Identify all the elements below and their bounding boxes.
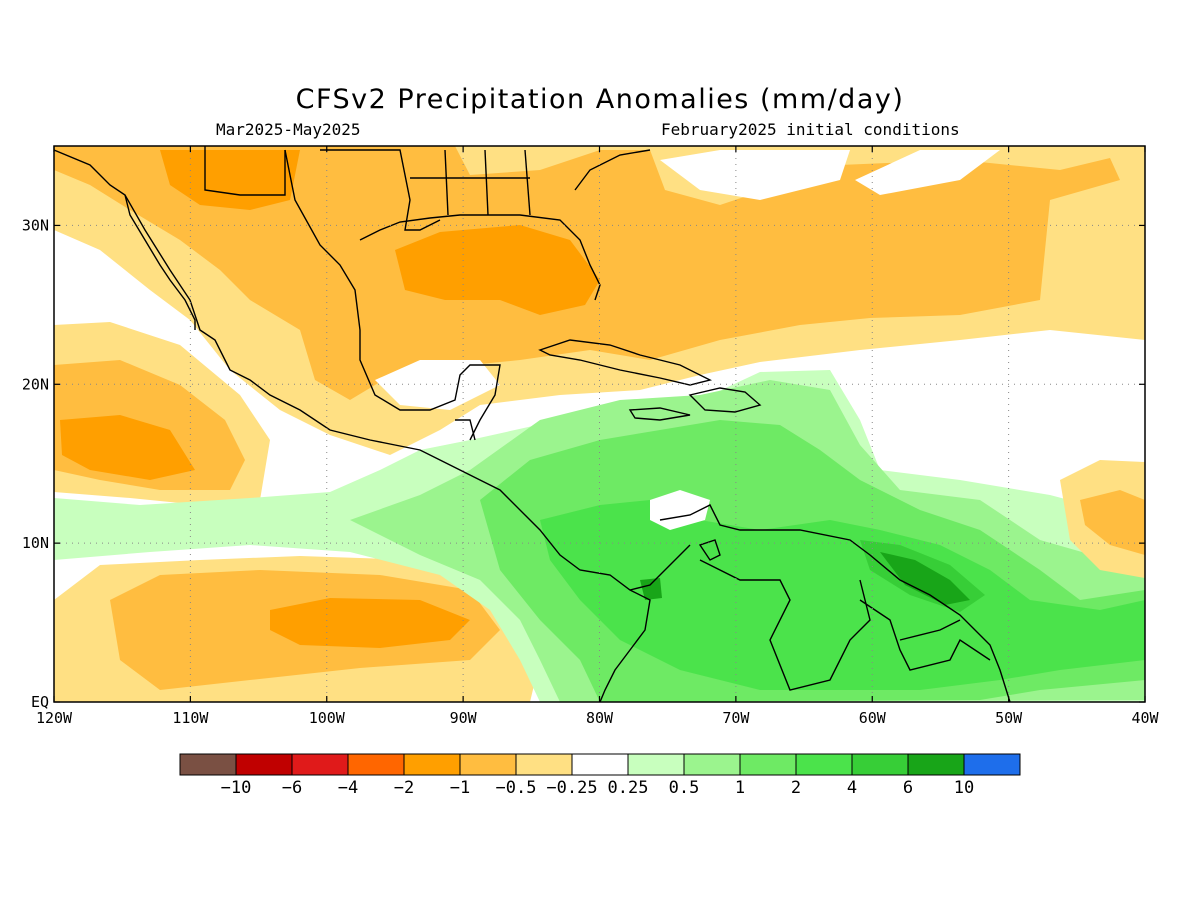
near-normal-atlantic xyxy=(660,150,850,200)
colorbar-label: −2 xyxy=(394,778,414,798)
near-normal-atlantic-2 xyxy=(855,150,1000,195)
longitude-axis: 120W 110W 100W 90W 80W 70W 60W 50W 40W xyxy=(36,146,1160,727)
colorbar-swatch xyxy=(739,753,797,776)
colorbar-swatch xyxy=(571,753,629,776)
colorbar-swatch xyxy=(347,753,405,776)
colorbar-label: 2 xyxy=(791,778,801,798)
colorbar-swatch xyxy=(291,753,349,776)
lon-tick-label: 90W xyxy=(450,709,478,727)
lat-tick-label: 20N xyxy=(22,375,49,393)
near-normal-caribbean-coast xyxy=(650,490,710,530)
lon-tick-label: 70W xyxy=(722,709,750,727)
wet-region-2-4mm xyxy=(540,500,1145,690)
colorbar-label: −0.5 xyxy=(496,778,537,798)
colorbar-label: 1 xyxy=(735,778,745,798)
lon-tick-label: 60W xyxy=(859,709,887,727)
colorbar-swatch xyxy=(627,753,685,776)
near-normal-gulf-yucatan xyxy=(375,360,500,410)
lon-tick-label: 100W xyxy=(309,709,346,727)
colorbar-label: −0.25 xyxy=(546,778,597,798)
wet-region-6-10mm xyxy=(880,552,970,605)
colorbar-label: −4 xyxy=(338,778,358,798)
lat-tick-label: EQ xyxy=(31,693,49,711)
colorbar-label: −1 xyxy=(450,778,470,798)
lon-tick-label: 120W xyxy=(36,709,73,727)
lon-tick-label: 80W xyxy=(586,709,614,727)
colorbar-label: 4 xyxy=(847,778,857,798)
colorbar-label: 6 xyxy=(903,778,913,798)
colorbar-label: −10 xyxy=(221,778,252,798)
initial-conditions: February2025 initial conditions xyxy=(661,120,960,139)
colorbar-swatch xyxy=(683,753,741,776)
dry-region-far-east-orange xyxy=(1080,490,1145,555)
colorbar-label: 0.5 xyxy=(669,778,700,798)
lon-tick-label: 110W xyxy=(172,709,209,727)
lat-tick-label: 30N xyxy=(22,216,49,234)
lat-tick-label: 10N xyxy=(22,534,49,552)
dry-core-east-pacific xyxy=(60,415,195,480)
colorbar: −10 −6 −4 −2 −1 −0.5 −0.25 0.25 0.5 1 2 4 6 10 xyxy=(179,753,1021,798)
dry-core-south xyxy=(270,598,470,648)
latitude-axis: 30N 20N 10N EQ xyxy=(22,216,1145,711)
colorbar-label: −6 xyxy=(282,778,302,798)
colorbar-swatch xyxy=(963,753,1021,776)
coastlines xyxy=(54,146,1011,702)
colorbar-label: 0.25 xyxy=(608,778,649,798)
colorbar-swatch xyxy=(795,753,853,776)
colorbar-swatch xyxy=(179,753,237,776)
colorbar-swatch xyxy=(235,753,293,776)
map-title: CFSv2 Precipitation Anomalies (mm/day) xyxy=(295,84,905,115)
anomaly-field xyxy=(54,146,1145,702)
colorbar-swatch xyxy=(403,753,461,776)
colorbar-swatch xyxy=(459,753,517,776)
colorbar-swatch xyxy=(515,753,573,776)
colorbar-swatch xyxy=(907,753,965,776)
wet-spot-panama xyxy=(640,578,662,600)
colorbar-swatch xyxy=(851,753,909,776)
forecast-period: Mar2025-May2025 xyxy=(216,120,361,139)
colorbar-label: 10 xyxy=(954,778,974,798)
dry-core-gulf xyxy=(395,225,600,315)
lon-tick-label: 50W xyxy=(995,709,1023,727)
lon-tick-label: 40W xyxy=(1131,709,1159,727)
